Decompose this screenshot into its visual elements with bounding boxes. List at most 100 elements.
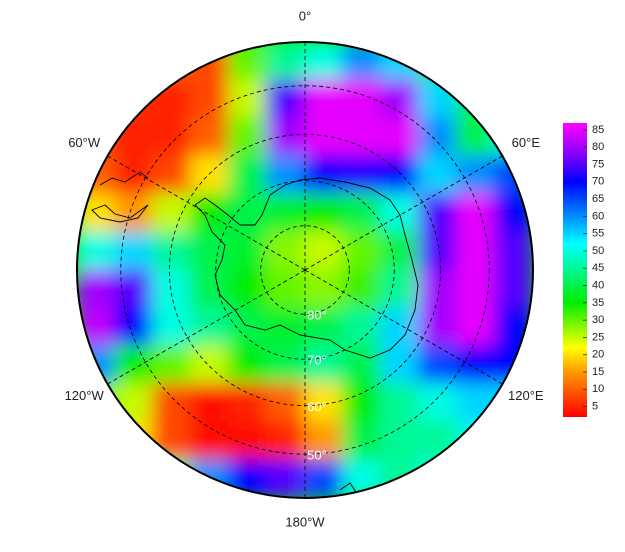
field-cell [228,117,268,157]
meridian [304,269,503,385]
field-cell [494,231,533,271]
field-cell [456,79,496,119]
field-cell [456,345,496,385]
field-cell [380,231,420,271]
field-cell [380,383,420,423]
field-cell [190,307,230,347]
field-cell [152,307,192,347]
latitude-label: 80° [307,308,327,323]
island [339,482,357,493]
colorbar-tick-label: 70 [592,176,604,188]
field-cell [190,421,230,461]
field-cell [418,345,458,385]
antarctica [194,177,419,359]
field-cell [342,307,382,347]
field-cell [266,193,306,233]
field-cell [266,383,306,423]
longitude-label: 120°W [65,388,105,403]
field-cell [266,307,306,347]
field-cell [190,42,230,81]
field-cell [456,155,496,195]
field-cell [456,193,496,233]
field [77,42,533,498]
field-cell [418,193,458,233]
field-cell [418,269,458,309]
colorbar-tick-label: 65 [592,193,604,205]
field-cell [342,193,382,233]
field-cell [152,269,192,309]
field-cell [266,117,306,157]
field-cell [190,231,230,271]
field-cell [266,79,306,119]
field-cell [228,307,268,347]
field-cell [266,42,306,81]
field-cell [380,421,420,461]
colorbar [563,123,587,417]
field-cell [342,231,382,271]
field-cell [114,193,154,233]
colorbar-tick-label: 60 [592,210,604,222]
longitude-label: 60°W [68,135,101,150]
field-cell [342,117,382,157]
south-america [99,171,149,186]
field-cell [152,345,192,385]
coastline [91,171,419,493]
colorbar-tick-label: 55 [592,228,604,240]
field-cell [380,459,420,498]
field-cell [380,117,420,157]
colorbar-tick-label: 30 [592,314,604,326]
field-cell [380,79,420,119]
colorbar-tick-label: 85 [592,124,604,136]
field-cell [77,345,116,385]
colorbar-tick-label: 15 [592,366,604,378]
colorbar-tick-label: 10 [592,383,604,395]
latitude-label: 50° [307,448,327,463]
longitude-label: 60°E [512,135,541,150]
field-cell [190,79,230,119]
field-cell [418,307,458,347]
meridian [107,155,306,271]
field-cell [152,383,192,423]
colorbar-tick-label: 25 [592,331,604,343]
latitude-circle [215,180,395,360]
field-cell [380,269,420,309]
field-cell [456,307,496,347]
field-cell [114,79,154,119]
meridian [107,269,306,385]
field-cell [342,345,382,385]
meridian [304,155,503,271]
field-clip [77,42,533,498]
field-cell [456,421,496,461]
field-cell [228,79,268,119]
field-cell [266,421,306,461]
field-cell [304,117,344,157]
field-cell [418,155,458,195]
field-cell [494,345,533,385]
field-cell [152,155,192,195]
field-cell [266,155,306,195]
field-cell [114,345,154,385]
field-cell [190,459,230,498]
longitude-label: 0° [299,8,311,23]
field-cell [114,307,154,347]
field-cell [304,155,344,195]
field-cell [228,193,268,233]
field-cell [114,155,154,195]
field-cell [266,459,306,498]
field-cell [266,345,306,385]
field-cell [228,421,268,461]
field-cell [304,383,344,423]
field-cell [228,345,268,385]
latitude-circle [260,225,350,315]
field-cell [77,269,116,309]
field-cell [152,231,192,271]
field-cell [342,155,382,195]
colorbar-tick-label: 5 [592,401,598,413]
field-cell [494,269,533,309]
field-cell [228,383,268,423]
field-cell [152,193,192,233]
field-cell [380,193,420,233]
field-cell [418,231,458,271]
colorbar-tick-label: 50 [592,245,604,257]
